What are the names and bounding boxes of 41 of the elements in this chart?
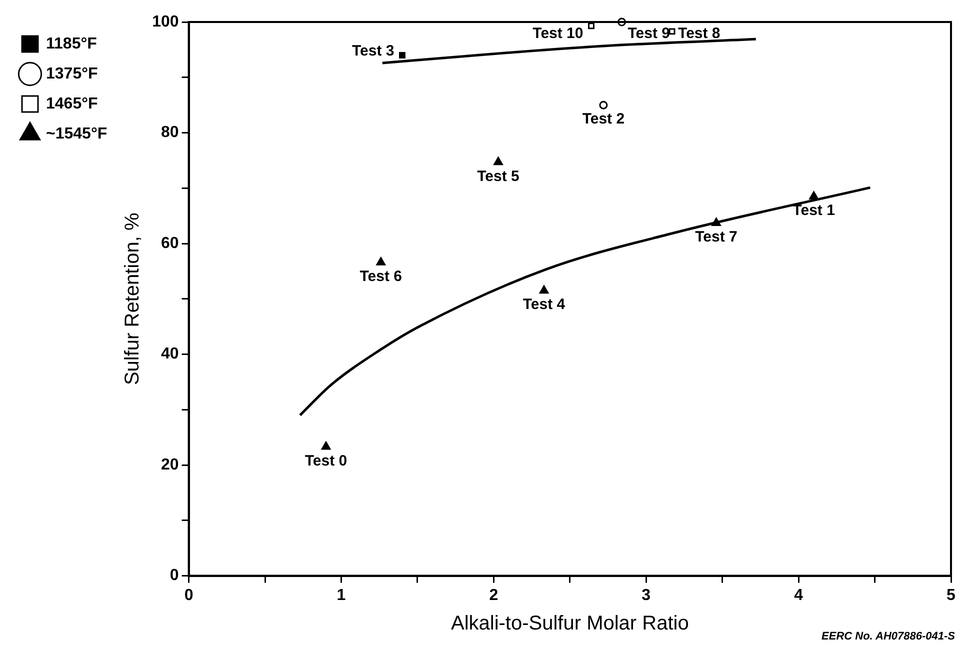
legend-label: 1375°F [46, 65, 98, 82]
point [398, 52, 406, 58]
y-tick-label: 80 [161, 124, 179, 142]
point [321, 442, 331, 450]
annotation: Test 0 [304, 452, 348, 470]
point [599, 100, 608, 110]
annotation: Test 5 [477, 168, 520, 185]
annotation: Test 6 [360, 268, 402, 285]
annotation: Test 8 [678, 25, 720, 42]
y-axis-title: Sulfur Retention, % [122, 212, 144, 386]
y-tick-label: 40 [161, 346, 179, 363]
y-tick-label: 20 [161, 456, 179, 474]
y-tick-label: 100 [152, 13, 179, 30]
point [588, 22, 594, 30]
annotation: Test 10 [532, 25, 584, 42]
annotation: Test 9 [628, 25, 670, 42]
x-tick-label: 5 [946, 586, 956, 604]
legend-label: 1185°F [46, 35, 98, 52]
annotation: Test 2 [582, 110, 625, 128]
annotation: Test 7 [695, 228, 738, 246]
annotation: Test 1 [792, 202, 835, 220]
x-tick-label: 3 [642, 586, 651, 604]
line-series [298, 186, 872, 416]
point [539, 285, 549, 294]
legend-label: ~1545°F [46, 125, 108, 142]
text: EERC No. AH07886-041-S [822, 630, 956, 643]
line-series [381, 38, 758, 64]
point [712, 218, 721, 226]
x-tick-label: 2 [489, 586, 498, 604]
x-tick-label: 4 [794, 586, 804, 604]
point [809, 191, 818, 200]
annotation: Test 4 [522, 296, 566, 314]
x-tick-label: 1 [336, 586, 346, 604]
legend-label: 1465°F [46, 95, 98, 112]
y-tick-label: 0 [170, 567, 179, 584]
point [494, 156, 503, 166]
x-tick-label: 0 [184, 586, 194, 604]
annotation: Test 3 [352, 42, 394, 60]
point [376, 257, 386, 266]
x-axis-title: Alkali-to-Sulfur Molar Ratio [450, 612, 689, 635]
y-tick-label: 60 [161, 234, 179, 252]
